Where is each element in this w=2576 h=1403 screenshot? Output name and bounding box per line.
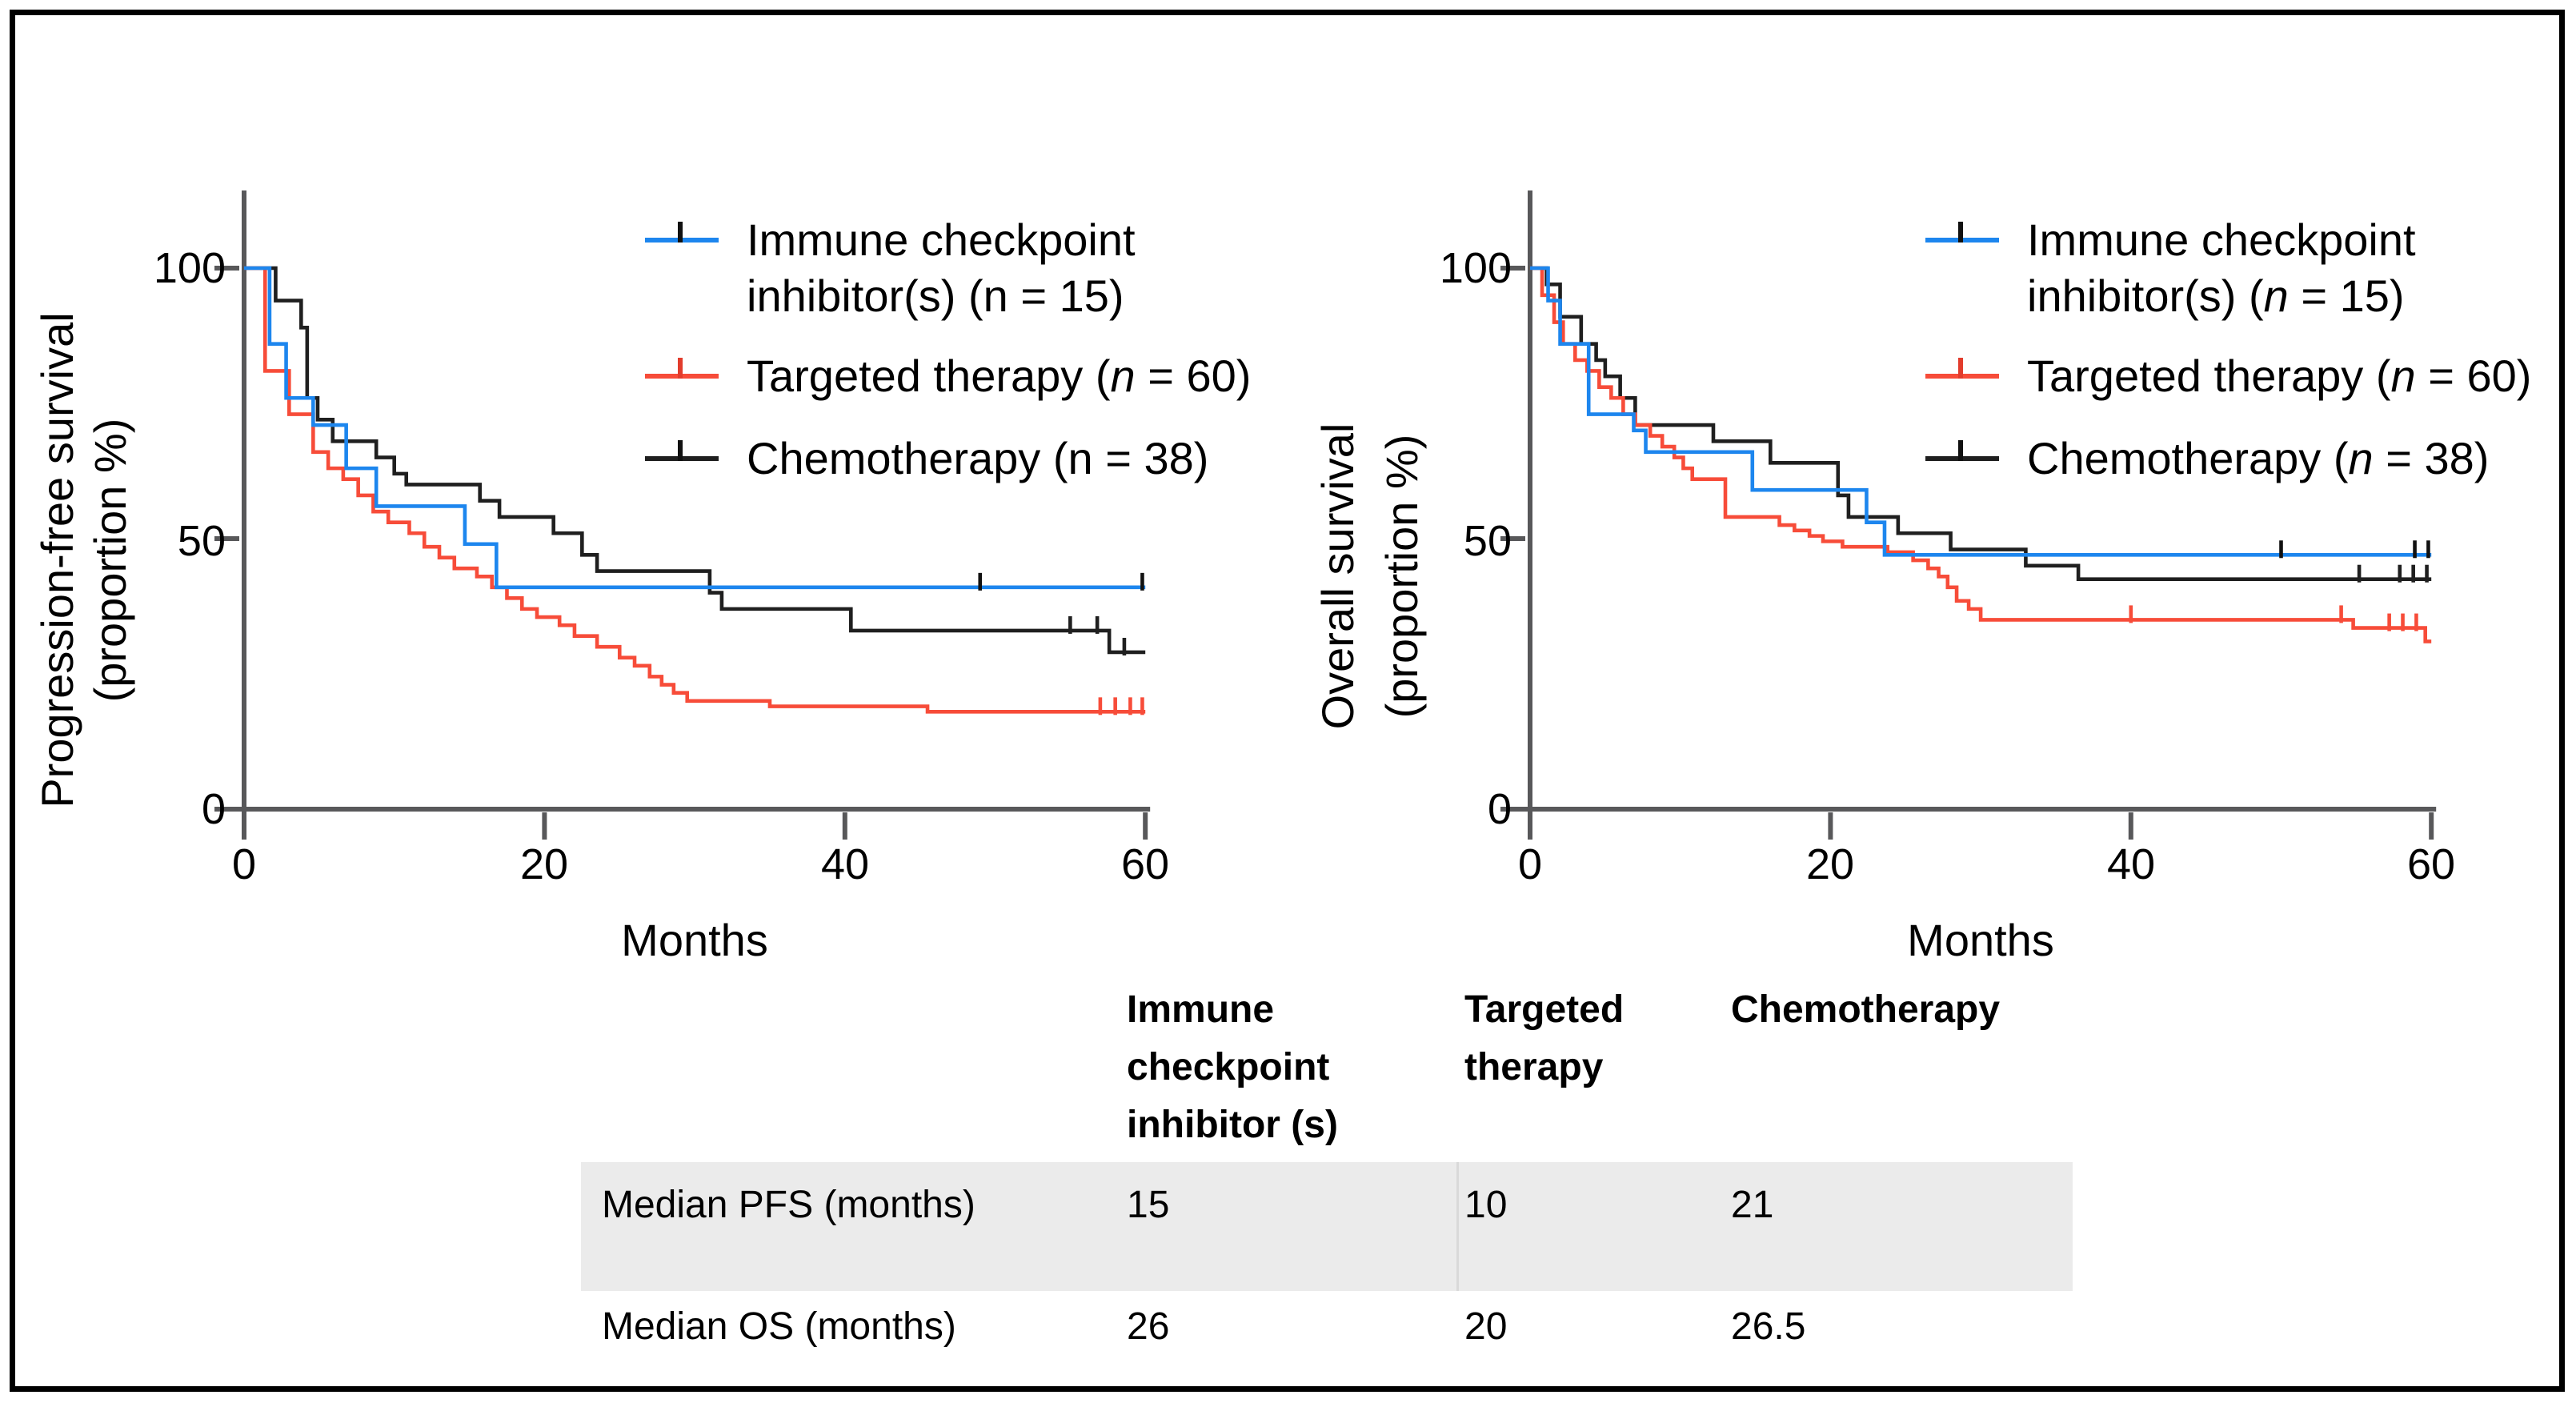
censor-tick-icon: [678, 440, 683, 461]
pfs-legend-key-ici: [645, 222, 719, 243]
os-plot: [1500, 190, 2437, 840]
pfs-xtick-60: 60: [1120, 840, 1170, 888]
pfs-y-axis-label-line1: Progression-free survival: [32, 312, 82, 808]
table-header-targeted-line2: therapy: [1464, 1046, 1604, 1088]
os-y-axis-label-line1: Overall survival: [1312, 423, 1363, 730]
pfs-curve-targeted-therapy: [244, 266, 1146, 714]
pfs-legend-key-targeted: [645, 358, 719, 379]
os-curve-immune-checkpoint-inhibitor-s-: [1530, 266, 2432, 557]
os-xtick-20: 20: [1805, 840, 1855, 888]
os-x-axis-label: Months: [1907, 915, 2054, 965]
os-xtick-40: 40: [2106, 840, 2156, 888]
table-column-divider: [1456, 1162, 1459, 1291]
os-y-axis-label-line2: (proportion %): [1376, 434, 1427, 719]
os-curve-chemotherapy: [1530, 266, 2432, 581]
os-legend-label-targeted: Targeted therapy (n = 60): [2027, 351, 2532, 401]
figure-border: [10, 10, 2565, 1392]
table-row-pfs-ici-value: 15: [1127, 1184, 1170, 1226]
table-header-ici-line1: Immune: [1127, 988, 1275, 1031]
os-legend-key-ici: [1925, 222, 1999, 243]
table-shaded-row-background: [581, 1162, 2073, 1291]
pfs-xtick-0: 0: [231, 840, 257, 888]
os-legend-label-ici-line2: inhibitor(s) (n = 15): [2027, 271, 2405, 321]
table-row-pfs-targeted-value: 10: [1464, 1184, 1508, 1226]
pfs-plot: [214, 190, 1151, 840]
pfs-xtick-40: 40: [820, 840, 870, 888]
table-row-os-targeted-value: 20: [1464, 1305, 1508, 1348]
pfs-legend-label-ici-line2: inhibitor(s) (n = 15): [747, 271, 1124, 321]
table-row-os-chemo-value: 26.5: [1731, 1305, 1806, 1348]
table-header-targeted-line1: Targeted: [1464, 988, 1625, 1031]
censor-tick-icon: [678, 358, 683, 379]
table-row-os-label: Median OS (months): [602, 1305, 956, 1348]
pfs-curve-chemotherapy: [244, 266, 1146, 655]
os-legend-key-targeted: [1925, 358, 1999, 379]
os-xtick-0: 0: [1517, 840, 1543, 888]
pfs-ytick-50: 50: [177, 517, 226, 565]
table-header-chemo: Chemotherapy: [1731, 988, 2001, 1031]
pfs-xtick-20: 20: [519, 840, 569, 888]
pfs-x-axis-label: Months: [621, 915, 768, 965]
os-legend-label-ici-line1: Immune checkpoint: [2027, 214, 2416, 265]
os-xtick-60: 60: [2406, 840, 2456, 888]
pfs-legend-label-ici-line1: Immune checkpoint: [747, 214, 1136, 265]
pfs-ytick-0: 0: [201, 785, 226, 833]
table-row-pfs-chemo-value: 21: [1731, 1184, 1774, 1226]
censor-tick-icon: [1958, 222, 1963, 243]
os-legend-label-chemo: Chemotherapy (n = 38): [2027, 433, 2490, 483]
pfs-ytick-100: 100: [153, 244, 226, 292]
pfs-legend-key-chemo: [645, 440, 719, 461]
os-ytick-50: 50: [1463, 517, 1512, 565]
table-header-ici-line2: checkpoint: [1127, 1046, 1330, 1088]
pfs-curve-immune-checkpoint-inhibitor-s-: [244, 266, 1146, 590]
table-row-pfs-label: Median PFS (months): [602, 1184, 976, 1226]
os-legend-key-chemo: [1925, 440, 1999, 461]
table-header-ici-line3: inhibitor (s): [1127, 1104, 1338, 1146]
os-ytick-0: 0: [1487, 785, 1512, 833]
pfs-legend-label-targeted: Targeted therapy (n = 60): [747, 351, 1252, 401]
censor-tick-icon: [1958, 440, 1963, 461]
censor-tick-icon: [1958, 358, 1963, 379]
pfs-legend-label-chemo: Chemotherapy (n = 38): [747, 433, 1209, 483]
table-row-os-ici-value: 26: [1127, 1305, 1170, 1348]
censor-tick-icon: [678, 222, 683, 243]
os-ytick-100: 100: [1439, 244, 1512, 292]
